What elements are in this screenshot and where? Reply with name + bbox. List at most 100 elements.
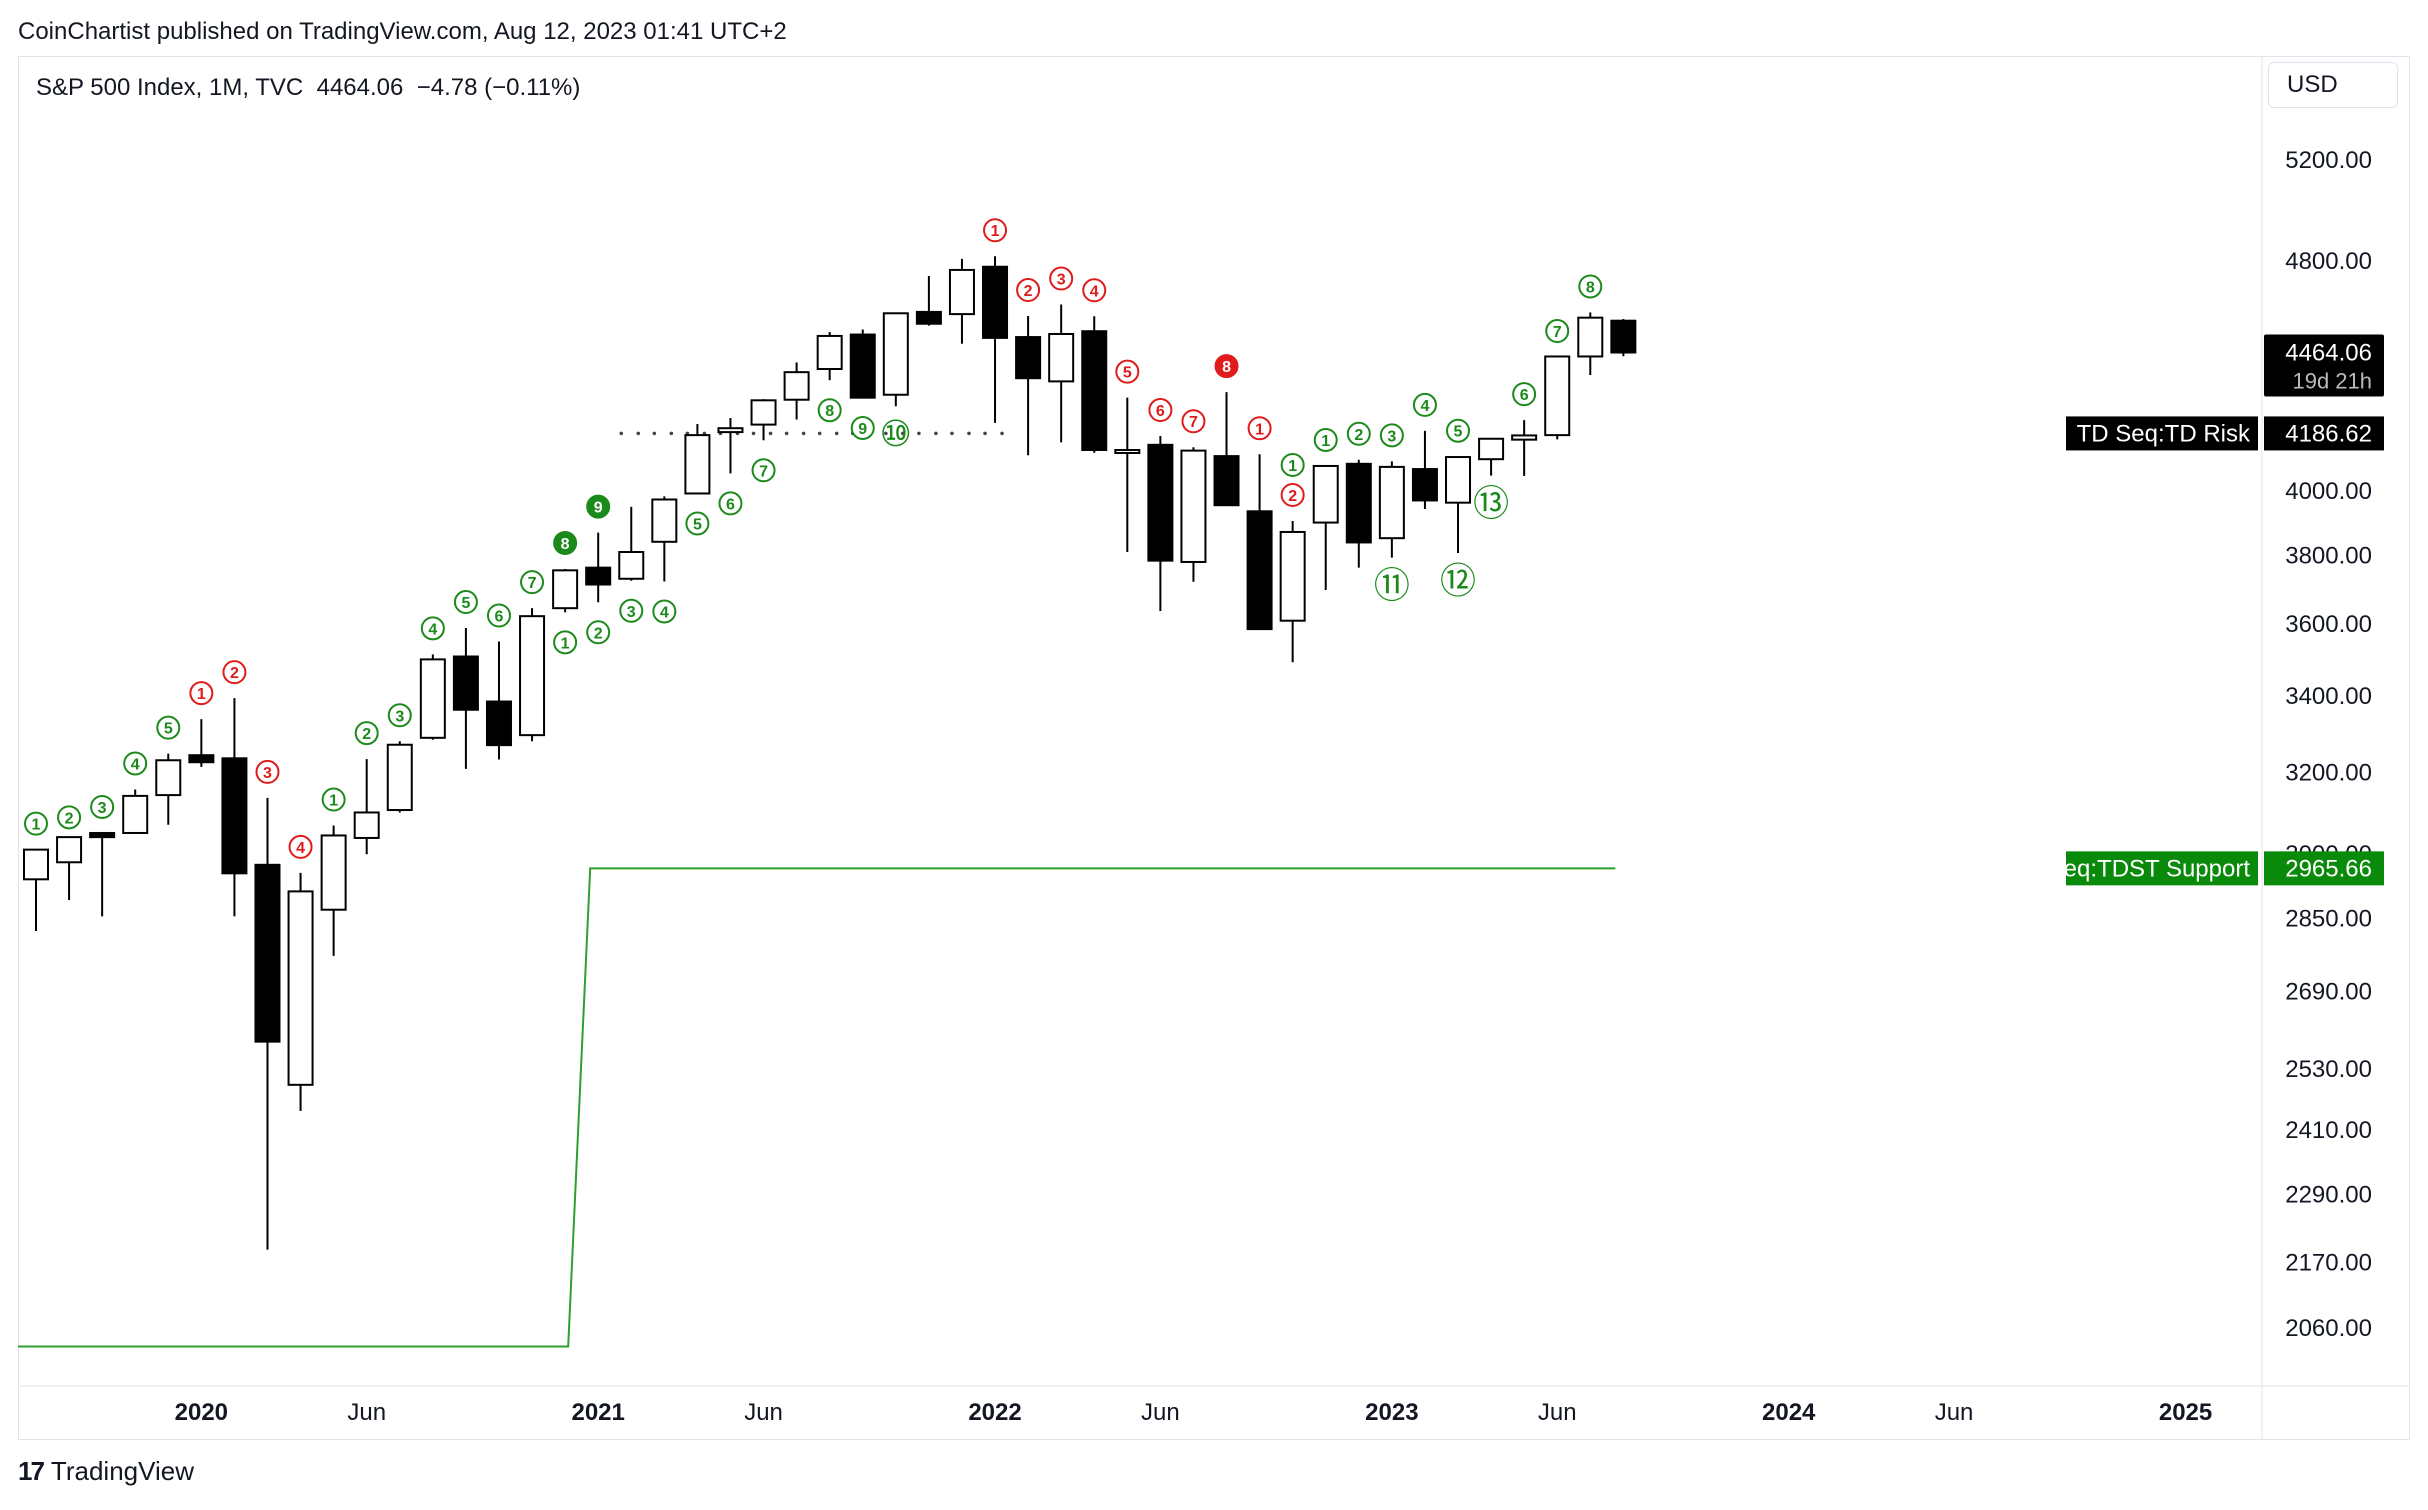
- candle: [155, 753, 182, 825]
- td-count-buy-setup: 4: [123, 751, 148, 776]
- td-count-number: 2: [594, 625, 603, 642]
- candle: [254, 797, 281, 1250]
- y-tick-label: 4000.00: [2285, 478, 2372, 505]
- candle-body-up: [1577, 316, 1604, 358]
- candle-body-up: [552, 569, 579, 610]
- risk-dot: [901, 431, 905, 436]
- td-count-circle: [1446, 418, 1471, 443]
- td-count-circle: [123, 751, 148, 776]
- td-count-circle: [255, 759, 280, 784]
- candle: [122, 789, 149, 834]
- td-countdown-label: ⑬: [1473, 484, 1509, 525]
- candle: [485, 641, 512, 760]
- candle-body-up: [1511, 434, 1538, 441]
- price-axis[interactable]: 5200.00 4800.00 4000.00 3800.00 3600.00 3400.…: [2285, 147, 2372, 1342]
- tradingview-brand[interactable]: 17 TradingView: [18, 1456, 194, 1487]
- candle: [1114, 397, 1141, 553]
- tdst-support-title-tag: [2066, 851, 2258, 886]
- td-count-buy-countdown: 2: [586, 620, 611, 645]
- td-count-circle: [1181, 409, 1206, 434]
- td-count-buy-setup: 5: [156, 715, 181, 740]
- candle: [1478, 437, 1505, 476]
- td-count-circle: [817, 398, 842, 423]
- risk-dot: [983, 431, 987, 436]
- candle-body-down: [1345, 462, 1372, 544]
- y-tick-label: 3200.00: [2285, 759, 2372, 786]
- candle: [386, 741, 413, 813]
- candle: [1345, 459, 1372, 568]
- td-count-sell-setup: 2: [1280, 482, 1305, 507]
- x-tick-label: 2020: [175, 1399, 228, 1426]
- currency-button[interactable]: USD: [2268, 62, 2398, 108]
- candle: [221, 698, 248, 917]
- y-tick-label: 3400.00: [2285, 683, 2372, 710]
- price-change: −4.78 (−0.11%): [416, 74, 581, 101]
- td-count-circle: [354, 721, 379, 746]
- y-tick-label: 3800.00: [2285, 543, 2372, 570]
- tradingview-logo-icon: 17: [18, 1456, 45, 1486]
- td-count-buy-setup: 6: [1512, 382, 1537, 407]
- td-countdown-label: ⑫: [1440, 561, 1476, 602]
- candle-body-up: [155, 759, 182, 797]
- td-count-circle: [1346, 421, 1371, 446]
- td-count-circle: [1313, 427, 1338, 452]
- tdst-support-path: [18, 867, 1616, 1348]
- last-price-tag: [2264, 334, 2384, 397]
- td-count-number: 4: [660, 604, 669, 621]
- candle-body-down: [89, 831, 116, 839]
- candle: [287, 872, 314, 1111]
- td-countdown-label: ⑪: [1374, 566, 1410, 607]
- symbol-legend[interactable]: S&P 500 Index, 1M, TVC 4464.06 −4.78 (−0…: [36, 74, 580, 102]
- candle: [1577, 312, 1604, 376]
- td-count-number: 2: [1288, 488, 1297, 505]
- candle-body-up: [1445, 456, 1472, 504]
- candle: [1015, 316, 1042, 456]
- candle: [783, 362, 810, 420]
- x-tick-label: Jun: [1141, 1399, 1180, 1426]
- y-tick-label: 5200.00: [2285, 147, 2372, 174]
- td-count-number: 1: [1321, 433, 1330, 450]
- risk-dot: [801, 431, 806, 436]
- risk-dot: [950, 431, 954, 436]
- time-axis[interactable]: 2020 Jun 2021 Jun 2022 Jun 2023 Jun 2024 Jun 2025: [175, 1399, 2213, 1426]
- candle-body-up: [1312, 464, 1339, 524]
- td-count-number: 1: [329, 793, 338, 810]
- candles: [23, 256, 1637, 1250]
- candle: [23, 848, 49, 931]
- td-count-circle: [24, 811, 48, 836]
- td-count-number: 3: [98, 800, 107, 817]
- td-count-countdown-large: ⑬: [1473, 484, 1509, 525]
- candle-body-down: [188, 754, 215, 764]
- countdown-to-close-label: 19d 21h: [2292, 368, 2372, 393]
- td-count-sell-setup: 1: [189, 681, 214, 706]
- y-tick-label: 2060.00: [2285, 1315, 2372, 1342]
- td-count-circle: [156, 715, 181, 740]
- candle-body-up: [1478, 437, 1505, 461]
- td-count-circle: [751, 458, 776, 483]
- candle-body-down: [221, 757, 248, 875]
- publish-info: CoinChartist published on TradingView.co…: [18, 18, 787, 45]
- td-count-number: 5: [1123, 365, 1132, 382]
- td-count-buy-setup: 4: [1412, 392, 1437, 417]
- candle: [684, 424, 711, 495]
- td-count-sell-setup: 5: [1115, 359, 1140, 384]
- td-count-number: 7: [1189, 414, 1198, 431]
- td-count-circle: [321, 787, 346, 812]
- candle: [717, 418, 744, 474]
- risk-dot: [669, 431, 674, 436]
- td-count-sell-setup: 3: [1049, 266, 1074, 291]
- td-count-number: 5: [461, 595, 470, 612]
- td-count-buy-countdown: 3: [619, 598, 644, 623]
- candle: [1081, 316, 1108, 453]
- candle: [882, 312, 909, 407]
- candle-body-up: [1544, 355, 1571, 437]
- td-count-buy-setup: 1: [24, 811, 48, 836]
- td-count-number: 6: [1520, 387, 1529, 404]
- td-count-number: 4: [1420, 398, 1429, 415]
- td-count-buy-setup: 1: [1280, 452, 1305, 477]
- td-count-buy-setup: 2: [57, 805, 82, 830]
- candle-body-down: [1081, 330, 1108, 451]
- td-count-buy-setup-filled: 9: [586, 494, 611, 519]
- risk-dot: [884, 431, 888, 436]
